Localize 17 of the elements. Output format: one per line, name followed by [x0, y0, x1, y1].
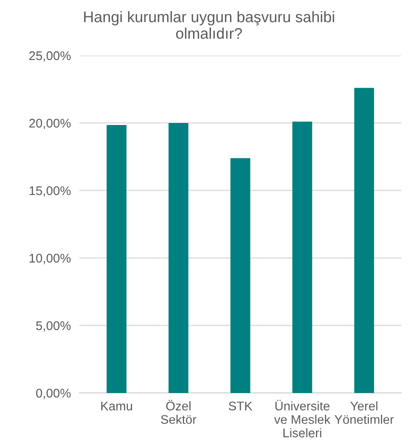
y-tick-label: 25,00%	[29, 51, 71, 62]
x-tick-label: Üniversite ve Meslek Liseleri	[274, 400, 330, 438]
bar	[106, 125, 126, 393]
bar	[168, 122, 188, 393]
bar	[230, 158, 250, 393]
x-tick-label: Yerel Yönetimler	[334, 401, 394, 424]
y-tick-label: 10,00%	[30, 254, 71, 264]
x-tick-label: Kamu	[101, 402, 132, 410]
chart-title: Hangi kurumlar uygun başvuru sahibi olmalıdır?	[84, 11, 334, 39]
y-tick-label: 5,00%	[36, 321, 71, 332]
bar	[354, 88, 374, 393]
y-tick-label: 0,00%	[36, 388, 71, 400]
x-tick-label: Özel Sektör	[160, 400, 196, 424]
y-tick-label: 15,00%	[30, 186, 71, 197]
bar	[292, 122, 312, 393]
x-tick-label: STK	[228, 402, 252, 410]
y-tick-label: 20,00%	[29, 118, 71, 130]
